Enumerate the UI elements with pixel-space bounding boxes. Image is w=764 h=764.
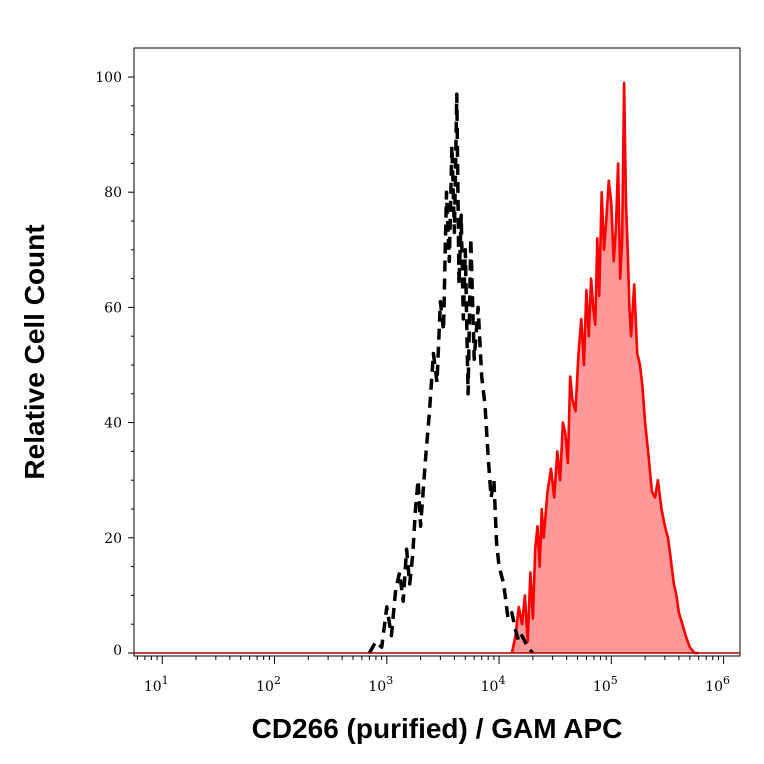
x-tick-label: 102 — [256, 674, 281, 695]
y-tick-label: 40 — [104, 416, 122, 432]
y-tick-label: 80 — [104, 185, 122, 201]
y-tick-label: 100 — [95, 70, 122, 86]
y-axis-title: Relative Cell Count — [19, 224, 50, 479]
x-tick-label: 101 — [144, 674, 169, 695]
plot-frame — [133, 47, 741, 657]
y-tick-label: 20 — [104, 531, 122, 547]
series-layer — [367, 81, 699, 655]
x-axis-title: CD266 (purified) / GAM APC — [252, 713, 623, 744]
x-tick-label: 104 — [481, 674, 506, 695]
x-tick-label: 106 — [705, 674, 730, 695]
x-tick-label: 105 — [593, 674, 618, 695]
red-histogram-line — [510, 81, 699, 655]
black-dashed-histogram-line — [367, 92, 535, 655]
y-tick-label: 60 — [104, 300, 122, 316]
x-tick-label: 103 — [368, 674, 393, 695]
y-tick-label: 0 — [113, 643, 122, 659]
red-histogram-fill — [511, 82, 699, 654]
ticks-layer: 0 20 40 60 80 100 101 102 103 104 105 106 — [95, 70, 730, 695]
